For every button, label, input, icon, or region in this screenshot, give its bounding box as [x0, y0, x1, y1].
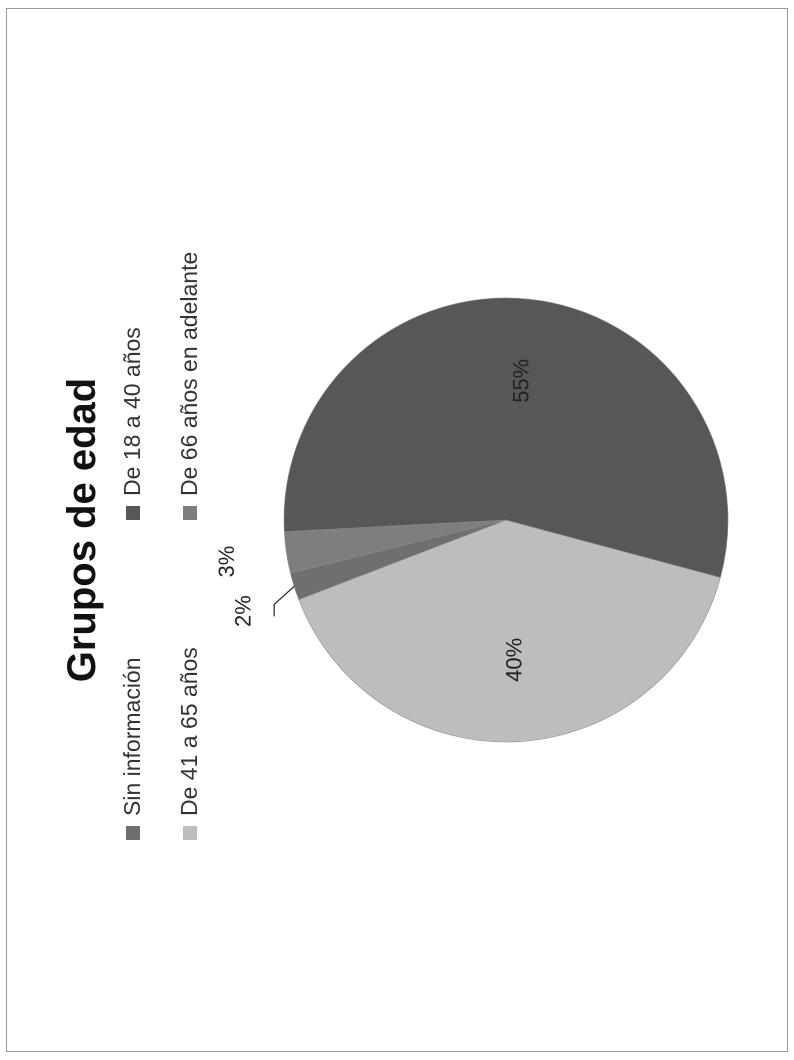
legend-label-2: De 41 a 65 años [176, 647, 202, 816]
data-label-1: 55% [509, 359, 534, 403]
chart-title: Grupos de edad [60, 378, 104, 683]
legend-label-3: De 66 años en adelante [176, 252, 202, 496]
data-label-3: 3% [214, 546, 239, 578]
rotated-chart-group: Grupos de edad Sin información De 18 a 40… [60, 252, 729, 840]
pie-slice-1 [283, 297, 729, 578]
legend-swatch-3 [183, 506, 197, 520]
legend-label-0: Sin información [119, 657, 145, 816]
legend-swatch-1 [126, 506, 140, 520]
pie-slice-2 [298, 519, 721, 743]
legend-swatch-0 [126, 826, 140, 840]
leader-line [273, 585, 295, 617]
legend-swatch-2 [183, 826, 197, 840]
legend: Sin información De 18 a 40 años De 41 a 65… [119, 252, 202, 840]
legend-label-1: De 18 a 40 años [119, 327, 145, 496]
data-label-2: 40% [501, 638, 526, 682]
data-labels: 2% 55% 40% 3% [214, 359, 534, 682]
pie-slices [283, 297, 729, 743]
data-label-0: 2% [231, 595, 256, 627]
